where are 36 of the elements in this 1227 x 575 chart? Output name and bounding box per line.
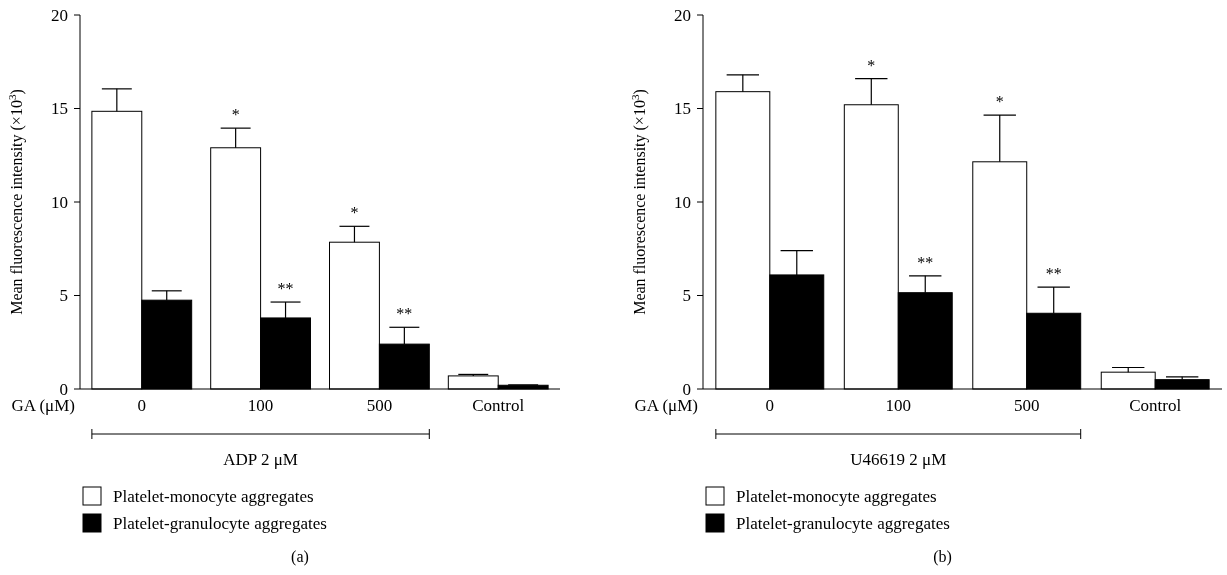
x-tick-label: 500 [1013, 396, 1040, 415]
x-axis-title: GA (μM) [11, 396, 75, 415]
y-tick-label: 20 [51, 5, 68, 25]
text: (b) [933, 548, 952, 566]
y-tick-label: 15 [51, 99, 68, 119]
x-tick-label: Control [1129, 396, 1182, 415]
y-tick-label: 0 [682, 379, 691, 399]
legend-label: Platelet-granulocyte aggregates [113, 513, 327, 533]
legend-label: Platelet-monocyte aggregates [736, 486, 937, 506]
text: (a) [291, 548, 309, 566]
annotation: * [231, 106, 240, 124]
y-tick-label: 5 [682, 286, 691, 306]
annotation: * [995, 93, 1004, 111]
x-tick-label: 0 [137, 396, 147, 415]
y-tick-label: 0 [59, 379, 68, 399]
legend-label: Platelet-monocyte aggregates [113, 486, 314, 506]
x-tick-label: Control [472, 396, 525, 415]
x-axis-title: GA (μM) [634, 396, 698, 415]
y-tick-label: 15 [674, 99, 691, 119]
y-tick-label: 10 [674, 192, 691, 212]
x-tick-label: 0 [765, 396, 775, 415]
x-tick-label: 500 [366, 396, 393, 415]
annotation: ** [1045, 265, 1062, 283]
text: ADP 2 μM [223, 450, 298, 469]
y-tick-label: 10 [51, 192, 68, 212]
y-tick-label: 5 [59, 286, 68, 306]
text: U46619 2 μM [850, 450, 947, 469]
annotation: ** [396, 305, 413, 323]
annotation: ** [917, 253, 934, 271]
legend-label: Platelet-granulocyte aggregates [736, 513, 950, 533]
annotation: * [350, 204, 359, 222]
annotation: ** [277, 280, 294, 298]
x-tick-label: 100 [885, 396, 912, 415]
y-tick-label: 20 [674, 5, 691, 25]
annotation: * [867, 56, 876, 74]
x-tick-label: 100 [247, 396, 274, 415]
